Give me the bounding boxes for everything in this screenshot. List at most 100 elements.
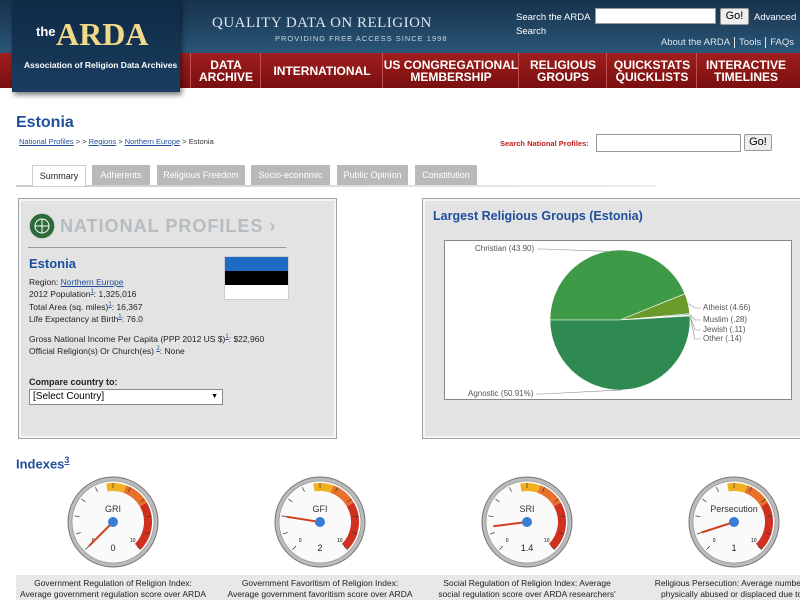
nav-label: RELIGIOUS bbox=[529, 57, 596, 72]
fact-label: Life Expectancy at Birth bbox=[29, 314, 119, 324]
gauge-tick bbox=[94, 487, 98, 492]
gauge-value: 1 bbox=[731, 543, 736, 553]
slice-label: Muslim (.28) bbox=[703, 315, 747, 324]
gauge-tick bbox=[560, 515, 566, 518]
gauge-hub bbox=[522, 517, 532, 527]
nav-label: INTERNATIONAL bbox=[273, 63, 371, 78]
nav-item[interactable]: INTERNATIONAL bbox=[260, 53, 383, 88]
gauge-tick bbox=[761, 498, 766, 503]
chart-title: Largest Religious Groups (Estonia) bbox=[433, 209, 643, 223]
leader-line bbox=[536, 389, 623, 395]
gauge-band bbox=[106, 483, 127, 493]
fact-row: Official Religion(s) Or Church(es) 2: No… bbox=[29, 346, 185, 356]
pie-slice bbox=[549, 249, 686, 321]
caption-line: Government Favoritism of Religion Index: bbox=[241, 578, 399, 588]
gauge-tick bbox=[140, 498, 145, 503]
nav-item[interactable]: DATA ARCHIVE bbox=[190, 53, 261, 88]
breadcrumb-link[interactable]: National Profiles bbox=[19, 137, 74, 146]
gauge-tick bbox=[715, 487, 719, 492]
gauge-tick bbox=[706, 545, 711, 550]
leader-line bbox=[689, 315, 701, 340]
profile-search-label: Search National Profiles: bbox=[500, 139, 589, 148]
profile-search-input[interactable] bbox=[596, 134, 741, 152]
gauge-min: 0 bbox=[299, 538, 302, 544]
gauge-value: 2 bbox=[317, 543, 322, 553]
gauge-tick bbox=[757, 545, 762, 550]
slice-label: Christian (43.90) bbox=[475, 244, 534, 253]
fact-row: 2012 Population1: 1,325,016 bbox=[29, 289, 136, 299]
gauge-tick bbox=[75, 532, 81, 535]
caption-line: Average government favoritism score over… bbox=[227, 589, 413, 599]
fact-note[interactable]: 1 bbox=[225, 334, 229, 341]
tab-rule bbox=[16, 185, 656, 187]
gauge-band bbox=[520, 483, 541, 493]
caption-line: Average government regulation score over… bbox=[20, 589, 206, 599]
search-input[interactable] bbox=[595, 8, 716, 24]
tab[interactable]: Religious Freedom bbox=[157, 165, 245, 185]
gauge-tick bbox=[282, 532, 288, 535]
profile-search-button[interactable]: Go! bbox=[744, 134, 772, 151]
advanced-search[interactable]: Advanced bbox=[754, 12, 797, 23]
fact-value: : 76.0 bbox=[121, 314, 143, 324]
breadcrumb-text: > bbox=[116, 137, 125, 146]
compare-select[interactable]: [Select Country] ▼ bbox=[29, 389, 223, 405]
tab[interactable]: Socio-economic bbox=[251, 165, 330, 185]
leader-line bbox=[537, 248, 607, 252]
nav-label: MEMBERSHIP bbox=[410, 69, 492, 84]
nav-item[interactable]: US CONGREGATIONAL MEMBERSHIP bbox=[382, 53, 519, 88]
fact-label: Gross National Income Per Capita (PPP 20… bbox=[29, 334, 226, 344]
nav-item[interactable]: RELIGIOUS GROUPS bbox=[518, 53, 607, 88]
nav-label: TIMELINES bbox=[713, 69, 778, 84]
fact-value: : 1,325,016 bbox=[93, 289, 137, 299]
gauge-tick bbox=[81, 498, 86, 503]
nav-label: INTERACTIVE bbox=[705, 57, 786, 72]
nav-item[interactable]: QUICKSTATS QUICKLISTS bbox=[606, 53, 697, 88]
gauge-tick bbox=[749, 487, 753, 492]
breadcrumb-link[interactable]: Regions bbox=[88, 137, 117, 146]
fact-label: Official Religion(s) Or Church(es) bbox=[29, 346, 157, 356]
country-name: Estonia bbox=[29, 256, 76, 271]
caption-bar bbox=[16, 575, 800, 600]
fact-row: Life Expectancy at Birth1: 76.0 bbox=[29, 314, 143, 324]
tab[interactable]: Constitution bbox=[415, 165, 477, 185]
top-link[interactable]: Tools bbox=[734, 37, 765, 48]
breadcrumb-link[interactable]: Northern Europe bbox=[124, 137, 181, 146]
gauge-tick bbox=[559, 532, 565, 535]
fact-note[interactable]: 1 bbox=[118, 314, 122, 321]
advanced-search[interactable]: Search bbox=[516, 26, 547, 37]
nav-item[interactable]: INTERACTIVE TIMELINES bbox=[696, 53, 795, 88]
gauge-hub bbox=[108, 517, 118, 527]
leader-line bbox=[687, 303, 701, 309]
top-link[interactable]: FAQs bbox=[765, 37, 798, 48]
gauge-tick bbox=[301, 487, 305, 492]
gauge-needle bbox=[88, 521, 114, 547]
nav-label: QUICKLISTS bbox=[615, 69, 689, 84]
fact-note[interactable]: 1 bbox=[108, 302, 112, 309]
gauge-tick bbox=[550, 545, 555, 550]
top-link[interactable]: About the ARDA bbox=[660, 37, 731, 48]
gauge-tick bbox=[696, 532, 702, 535]
region-link[interactable]: Northern Europe bbox=[60, 277, 124, 287]
fact-note[interactable]: 2 bbox=[156, 346, 160, 353]
tab[interactable]: Adherents bbox=[92, 165, 150, 185]
leader-line bbox=[689, 315, 701, 331]
subtagline: PROVIDING FREE ACCESS SINCE 1998 bbox=[275, 34, 448, 43]
search-label: Search the ARDA bbox=[516, 12, 591, 23]
caption-line: Social Regulation of Religion Index: Ave… bbox=[443, 578, 611, 588]
compare-label: Compare country to: bbox=[29, 377, 118, 387]
page-title: Estonia bbox=[16, 114, 74, 131]
gauge-band bbox=[330, 485, 354, 507]
tab[interactable]: Summary bbox=[32, 165, 86, 186]
logo[interactable]: the ARDA Association of Religion Data Ar… bbox=[12, 0, 180, 92]
gauge-min: 0 bbox=[506, 538, 509, 544]
gauge-tick bbox=[292, 545, 297, 550]
tagline: QUALITY DATA ON RELIGION bbox=[212, 15, 432, 31]
tab[interactable]: Public Opinion bbox=[337, 165, 408, 185]
breadcrumb-text: > Estonia bbox=[180, 137, 214, 146]
gauge-tick bbox=[85, 545, 90, 550]
fact-note[interactable]: 1 bbox=[90, 289, 94, 296]
indexes-note[interactable]: 3 bbox=[64, 455, 70, 465]
search-button[interactable]: Go! bbox=[720, 8, 749, 25]
